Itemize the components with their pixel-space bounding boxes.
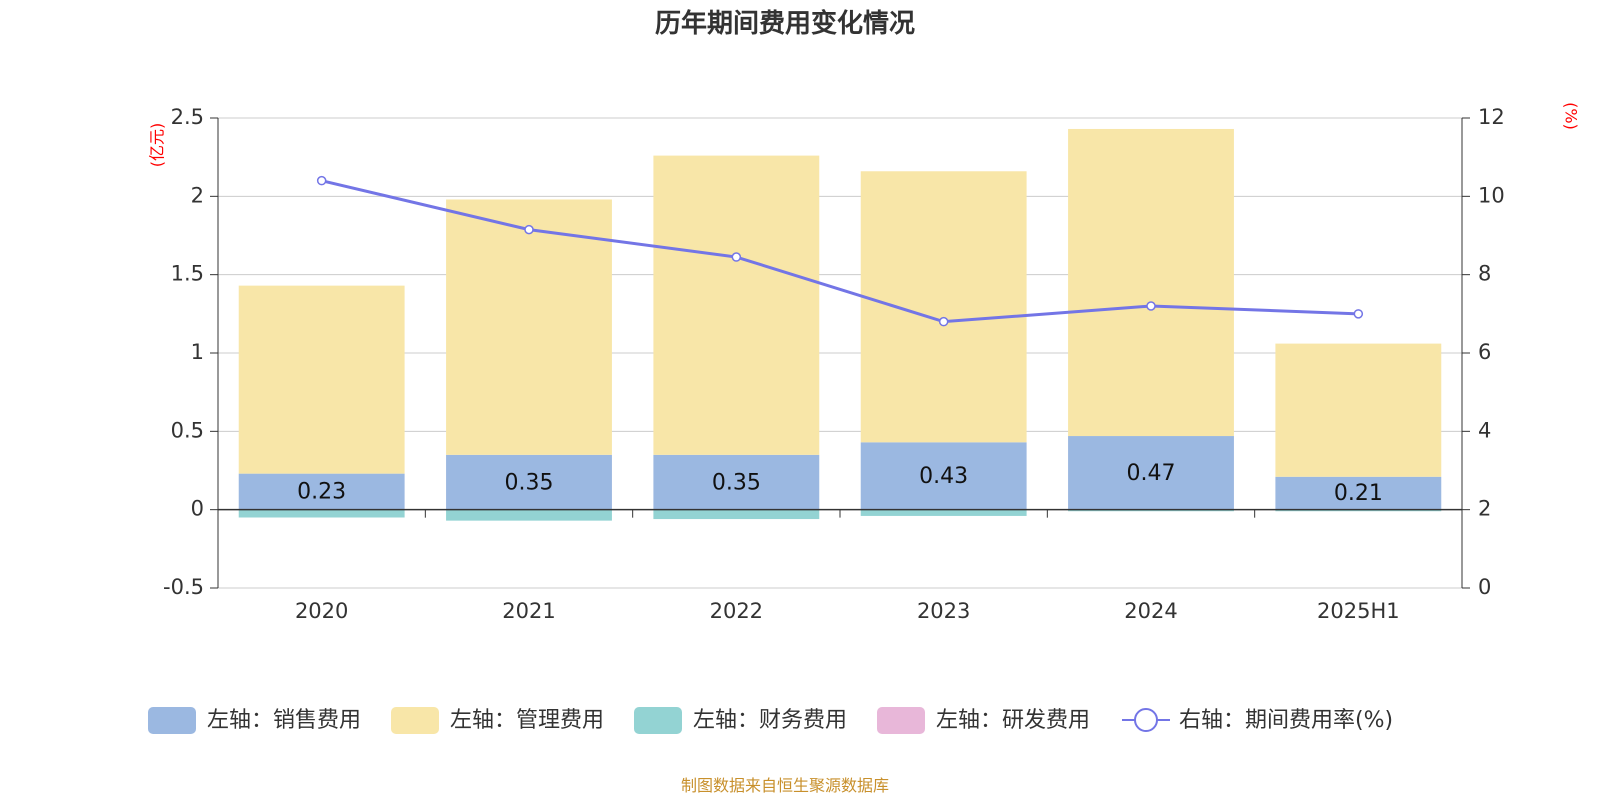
bar	[446, 454, 612, 510]
x-tick-label: 2022	[710, 599, 763, 623]
bar	[860, 509, 1027, 516]
legend-label: 右轴：期间费用率(%)	[1179, 708, 1393, 733]
left-tick-label: -0.5	[163, 575, 204, 599]
left-tick-label: 1.5	[171, 262, 204, 286]
left-tick-label: 2.5	[171, 105, 204, 129]
right-tick-label: 0	[1478, 575, 1491, 599]
legend-marker-swatch	[1134, 708, 1158, 732]
bar	[1068, 509, 1234, 512]
rate-line	[321, 179, 1359, 324]
data-label: 0.35	[505, 470, 554, 495]
right-tick-label: 8	[1478, 262, 1491, 286]
bar	[1275, 476, 1442, 510]
left-tick-label: 2	[191, 183, 204, 207]
left-tick-label: 0	[191, 497, 204, 521]
legend-label: 左轴：研发费用	[936, 708, 1090, 733]
bar	[1068, 436, 1234, 510]
data-label: 0.47	[1127, 461, 1176, 486]
data-label: 0.43	[919, 464, 968, 489]
left-tick-label: 1	[191, 340, 204, 364]
legend: 左轴：销售费用 左轴：管理费用 左轴：财务费用 左轴：研发费用 右轴：期间费用率(%)	[148, 707, 1393, 734]
x-tick-label: 2021	[502, 599, 555, 623]
bar	[1068, 128, 1234, 437]
bar	[238, 285, 405, 474]
bar	[238, 509, 405, 518]
bar	[653, 454, 820, 510]
left-tick-label: 0.5	[171, 418, 204, 442]
x-tick-label: 2023	[917, 599, 970, 623]
bar	[1275, 343, 1442, 477]
right-tick-label: 6	[1478, 340, 1491, 364]
legend-swatch	[391, 707, 439, 734]
right-tick-label: 12	[1478, 105, 1505, 129]
bar	[446, 199, 612, 455]
rate-point	[731, 252, 742, 262]
bar	[653, 509, 820, 520]
bars	[238, 128, 1442, 521]
bar	[653, 155, 820, 455]
bar	[860, 171, 1027, 443]
right-tick-label: 4	[1478, 418, 1491, 442]
gridlines	[218, 117, 1462, 589]
left-axis-unit: (亿元)	[148, 123, 167, 168]
legend-swatch	[148, 707, 196, 734]
source-note: 制图数据来自恒生聚源数据库	[681, 776, 889, 795]
legend-swatch	[877, 707, 925, 734]
bar	[238, 473, 405, 510]
x-tick-label: 2024	[1124, 599, 1177, 623]
x-tick-label: 2020	[295, 599, 348, 623]
right-tick-label: 2	[1478, 497, 1491, 521]
x-tick-label: 2025H1	[1317, 599, 1400, 623]
bar	[860, 442, 1027, 510]
legend-label: 左轴：管理费用	[450, 708, 604, 733]
bar	[446, 509, 612, 521]
right-axis-unit: (%)	[1562, 102, 1581, 130]
rate-point	[524, 224, 534, 235]
legend-label: 左轴：财务费用	[693, 708, 847, 733]
rate-point	[316, 175, 327, 186]
rate-point	[1146, 301, 1156, 311]
bar	[1275, 509, 1442, 512]
legend-swatch	[634, 707, 682, 734]
rate-point	[938, 316, 949, 327]
rate-point	[1353, 309, 1364, 319]
chart-title: 历年期间费用变化情况	[655, 8, 915, 39]
axes: -0.5 0 0.5 1 1.5 2 2.5 0 2 4 6 8 10 12 2020 2021 2022 202…	[163, 105, 1505, 623]
line-series	[316, 175, 1364, 327]
right-tick-label: 10	[1478, 183, 1505, 207]
data-label: 0.21	[1334, 481, 1383, 506]
legend-label: 左轴：销售费用	[207, 708, 361, 733]
data-labels: 0.23 0.35 0.35 0.43 0.47 0.21	[297, 461, 1383, 506]
data-label: 0.23	[297, 480, 346, 505]
data-label: 0.35	[712, 470, 761, 495]
